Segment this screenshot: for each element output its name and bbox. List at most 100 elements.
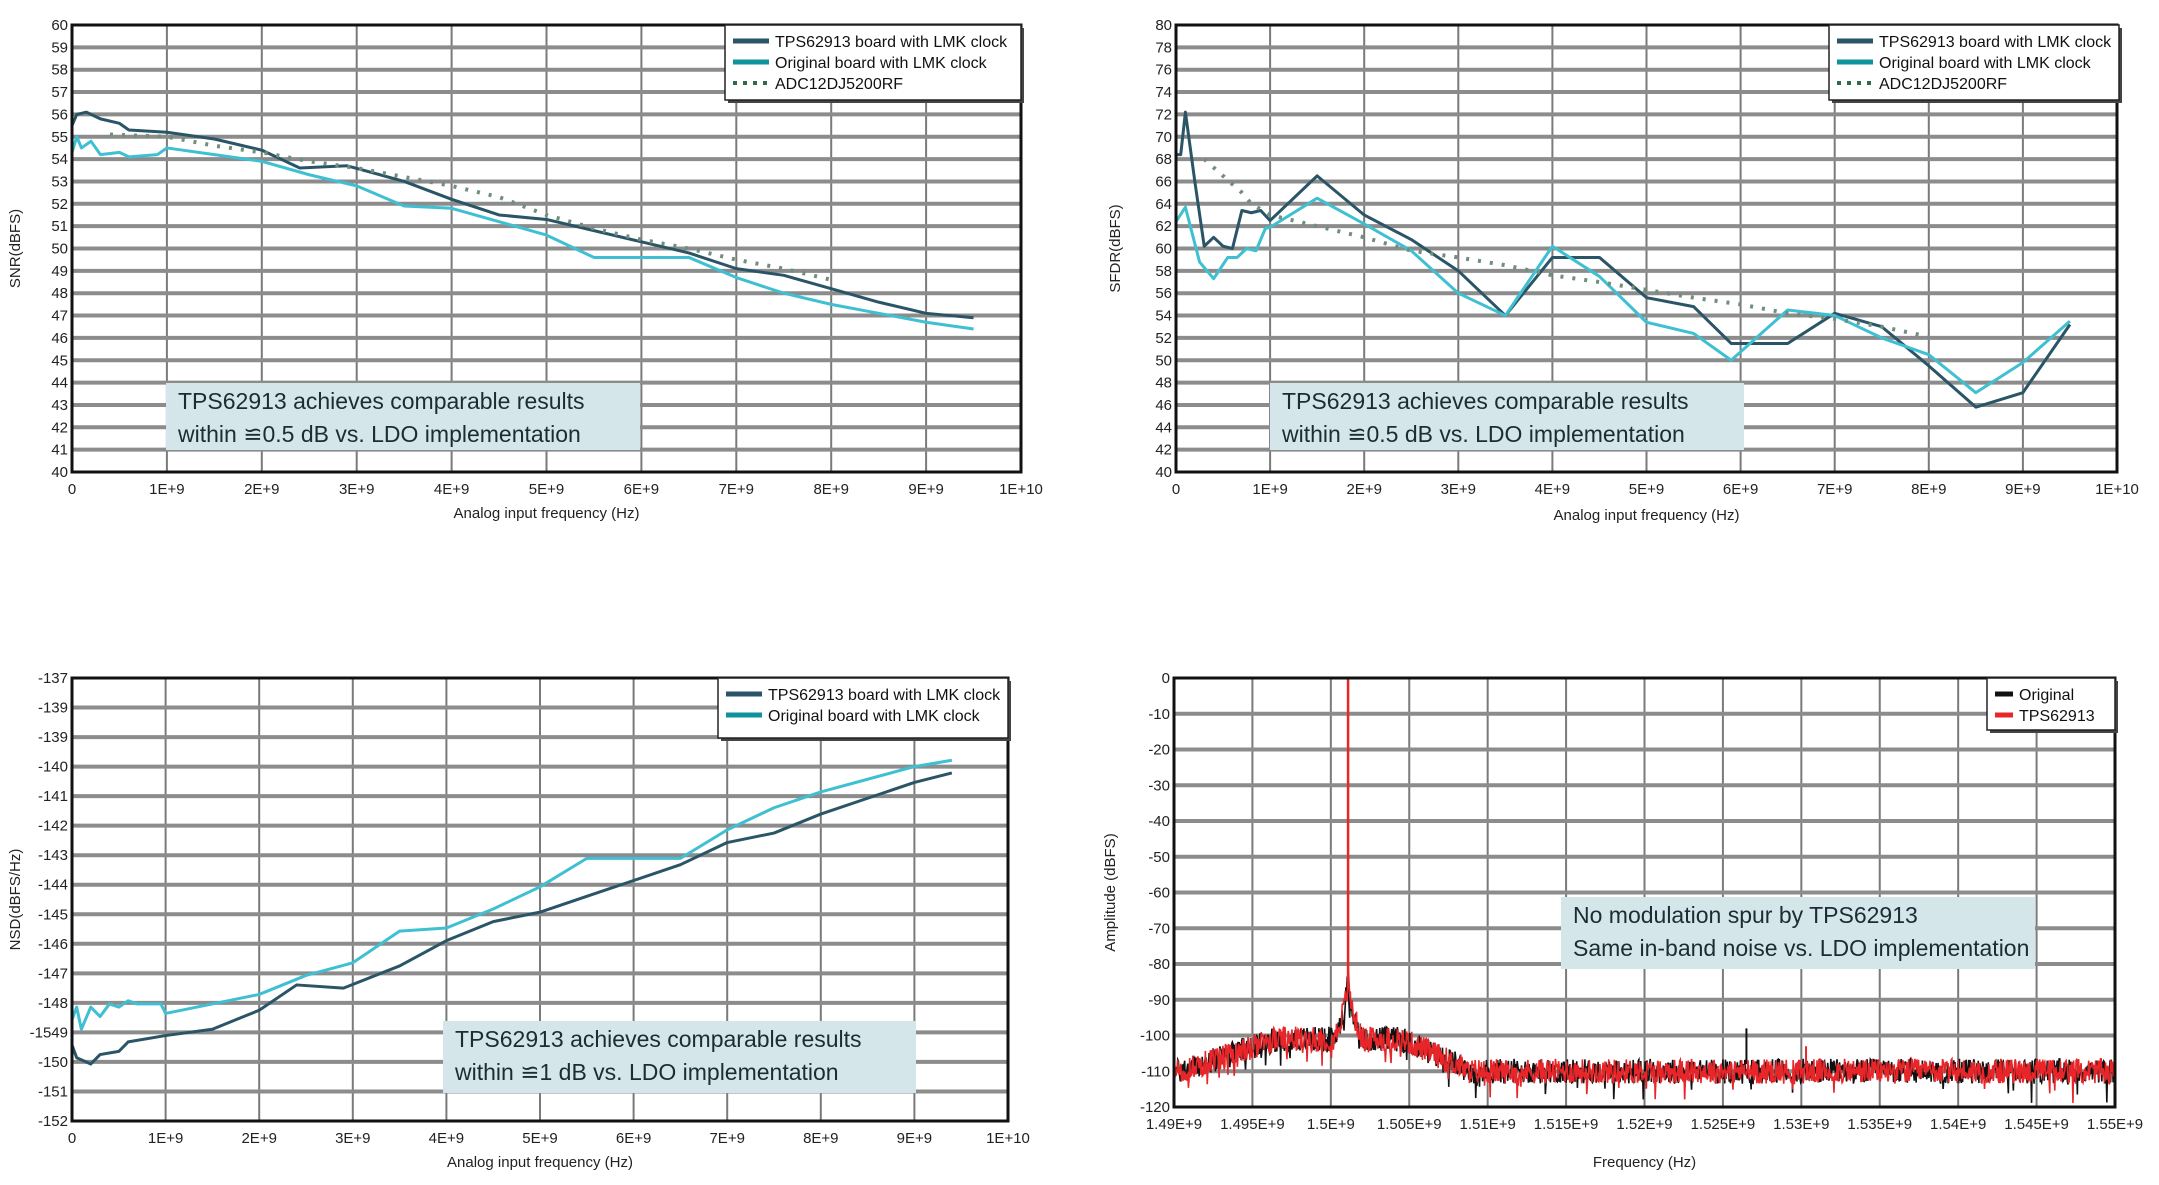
x-tick-label: 1.515E+9 xyxy=(1534,1116,1599,1133)
y-tick-label: 55 xyxy=(51,129,68,146)
y-tick-label: 44 xyxy=(1155,419,1172,436)
legend-label: Original board with LMK clock xyxy=(1879,55,2092,72)
y-tick-label: 0 xyxy=(1162,670,1170,687)
y-tick-label: -120 xyxy=(1140,1099,1170,1116)
series-line-1 xyxy=(70,771,953,1066)
x-tick-label: 1E+10 xyxy=(999,481,1043,498)
plot-border xyxy=(70,23,1023,474)
y-tick-label: 64 xyxy=(1155,196,1172,213)
x-tick-label: 1E+9 xyxy=(149,481,184,498)
annotation-text: TPS62913 achieves comparable results xyxy=(1282,388,1689,414)
x-tick-label: 2E+9 xyxy=(1346,481,1381,498)
x-tick-label: 0 xyxy=(1172,481,1180,498)
annotation-box: TPS62913 achieves comparable results with… xyxy=(1270,383,1744,450)
y-tick-label: 80 xyxy=(1155,17,1172,34)
series-line-1 xyxy=(70,110,974,320)
series-line-2 xyxy=(70,135,974,331)
y-tick-label: -139 xyxy=(38,729,68,746)
y-axis-label: SFDR(dBFS) xyxy=(1107,204,1124,292)
y-tick-label: -148 xyxy=(38,995,68,1012)
x-tick-label: 2E+9 xyxy=(244,481,279,498)
x-tick-label: 3E+9 xyxy=(335,1130,370,1147)
x-axis-label: Analog input frequency (Hz) xyxy=(1554,507,1740,524)
y-tick-label: 70 xyxy=(1155,129,1172,146)
x-tick-label: 1.54E+9 xyxy=(1930,1116,1986,1133)
y-tick-label: -80 xyxy=(1148,956,1170,973)
series-line-2 xyxy=(1174,196,2071,395)
series-line-tps62913 xyxy=(1173,970,2116,1103)
y-tick-label: -146 xyxy=(38,936,68,953)
x-tick-label: 9E+9 xyxy=(2005,481,2040,498)
x-tick-label: 8E+9 xyxy=(803,1130,838,1147)
y-tick-label: 62 xyxy=(1155,218,1172,235)
y-tick-label: 68 xyxy=(1155,151,1172,168)
x-tick-label: 1.53E+9 xyxy=(1773,1116,1829,1133)
y-tick-label: -50 xyxy=(1148,849,1170,866)
x-tick-label: 7E+9 xyxy=(1817,481,1852,498)
plot-border xyxy=(70,676,1010,1123)
y-tick-label: 54 xyxy=(51,151,68,168)
x-tick-label: 1E+10 xyxy=(2095,481,2139,498)
y-axis-label: NSD(dBFS/Hz) xyxy=(7,849,24,951)
y-tick-label: -152 xyxy=(38,1113,68,1130)
y-tick-label: -1549 xyxy=(30,1024,68,1041)
y-tick-label: 76 xyxy=(1155,62,1172,79)
y-tick-label: -145 xyxy=(38,906,68,923)
series-line-2 xyxy=(70,758,953,1031)
x-tick-label: 5E+9 xyxy=(522,1130,557,1147)
chart-1: 0 1E+9 2E+9 3E+9 4E+9 5E+9 6E+9 7E+9 8E+9 9E+9 1E+… xyxy=(7,17,1043,522)
x-tick-label: 5E+9 xyxy=(529,481,564,498)
y-tick-label: -144 xyxy=(38,877,68,894)
legend: Original TPS62913 xyxy=(1986,677,2118,733)
x-tick-label: 1.495E+9 xyxy=(1220,1116,1285,1133)
y-tick-label: 41 xyxy=(51,442,68,459)
x-tick-label: 4E+9 xyxy=(429,1130,464,1147)
y-tick-label: 50 xyxy=(51,241,68,258)
x-tick-label: 7E+9 xyxy=(719,481,754,498)
y-tick-label: 56 xyxy=(1155,285,1172,302)
y-tick-label: -100 xyxy=(1140,1028,1170,1045)
y-tick-label: -60 xyxy=(1148,885,1170,902)
plot-border xyxy=(1172,676,2117,1109)
x-tick-label: 3E+9 xyxy=(1441,481,1476,498)
x-tick-label: 6E+9 xyxy=(1723,481,1758,498)
y-tick-label: 42 xyxy=(51,419,68,436)
x-tick-label: 9E+9 xyxy=(897,1130,932,1147)
legend: TPS62913 board with LMK clock Original bo… xyxy=(1828,24,2122,103)
y-tick-label: -140 xyxy=(38,759,68,776)
y-tick-label: -20 xyxy=(1148,742,1170,759)
y-tick-label: 60 xyxy=(51,17,68,34)
x-axis-label: Analog input frequency (Hz) xyxy=(447,1154,633,1171)
x-tick-label: 1.55E+9 xyxy=(2087,1116,2143,1133)
x-tick-label: 1E+10 xyxy=(986,1130,1030,1147)
y-tick-label: 46 xyxy=(1155,397,1172,414)
legend-label: TPS62913 board with LMK clock xyxy=(768,687,1001,704)
annotation-text: TPS62913 achieves comparable results xyxy=(178,388,585,414)
y-tick-label: 48 xyxy=(51,285,68,302)
x-tick-label: 3E+9 xyxy=(339,481,374,498)
plot-border xyxy=(1174,23,2119,474)
x-tick-label: 1.535E+9 xyxy=(1847,1116,1912,1133)
legend-label: Original xyxy=(2019,687,2074,704)
annotation-text: Same in-band noise vs. LDO implementatio… xyxy=(1573,935,2029,961)
x-tick-label: 2E+9 xyxy=(241,1130,276,1147)
legend: TPS62913 board with LMK clock Original bo… xyxy=(717,677,1011,741)
x-tick-label: 1.525E+9 xyxy=(1691,1116,1756,1133)
y-tick-label: 46 xyxy=(51,330,68,347)
x-tick-label: 1.545E+9 xyxy=(2004,1116,2069,1133)
legend-label: ADC12DJ5200RF xyxy=(1879,76,2007,93)
y-tick-label: 52 xyxy=(51,196,68,213)
y-axis-label: SNR(dBFS) xyxy=(7,209,24,288)
annotation-text: within ≌0.5 dB vs. LDO implementation xyxy=(1281,421,1685,447)
legend: TPS62913 board with LMK clock Original bo… xyxy=(724,24,1024,103)
legend-label: TPS62913 xyxy=(2019,708,2095,725)
x-tick-label: 1.5E+9 xyxy=(1307,1116,1355,1133)
chart-4: 1.49E+9 1.495E+9 1.5E+9 1.505E+9 1.51E+9 1.51… xyxy=(1102,670,2143,1171)
y-tick-label: -143 xyxy=(38,847,68,864)
annotation-box: No modulation spur by TPS62913 Same in-ba… xyxy=(1561,897,2035,969)
y-tick-label: 66 xyxy=(1155,173,1172,190)
y-tick-label: -30 xyxy=(1148,777,1170,794)
y-tick-label: -70 xyxy=(1148,920,1170,937)
y-tick-label: -90 xyxy=(1148,992,1170,1009)
